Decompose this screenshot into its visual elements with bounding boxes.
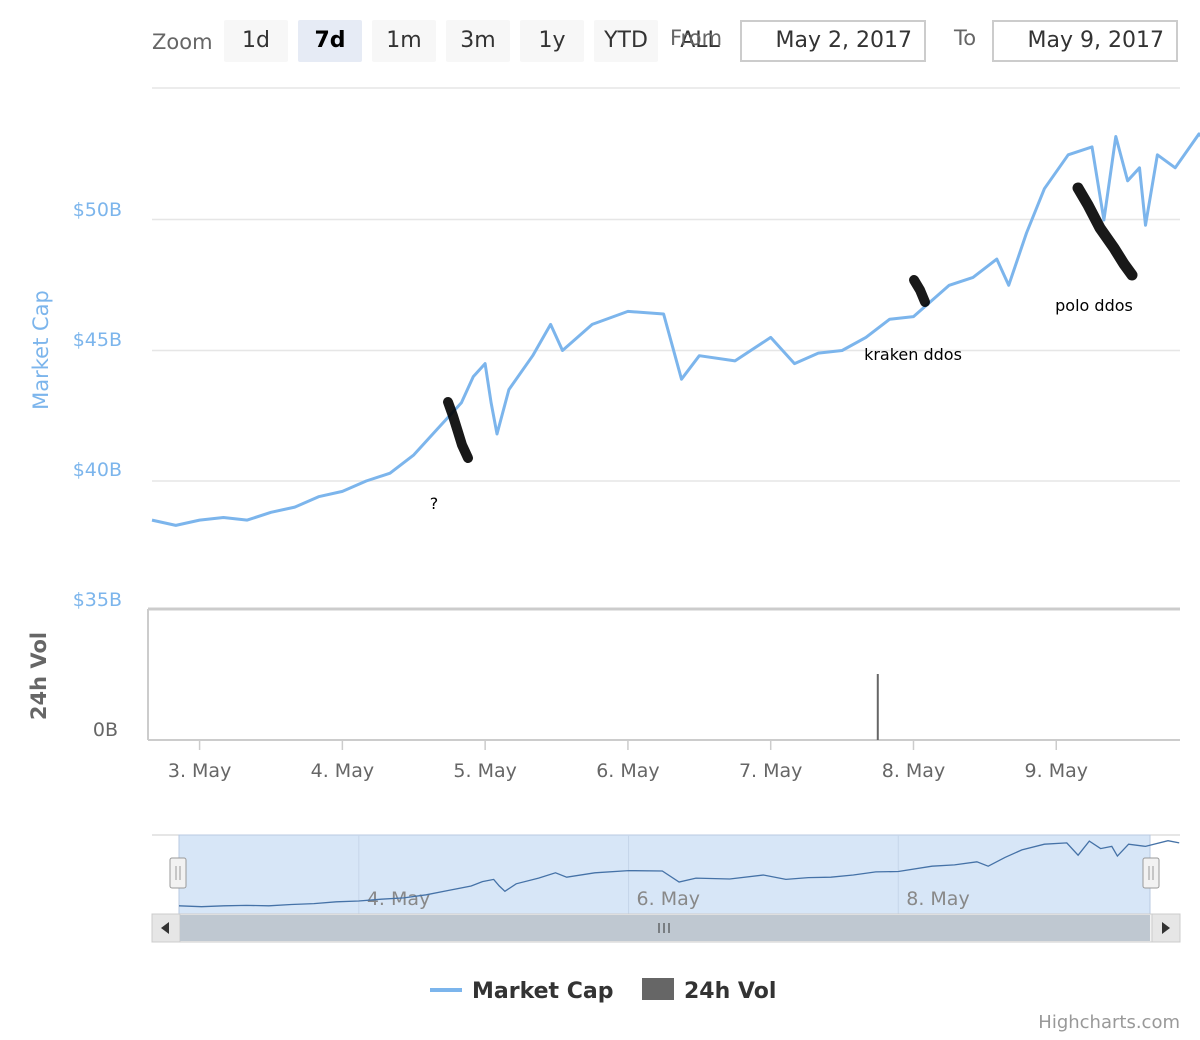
- legend-volume-label[interactable]: 24h Vol: [684, 979, 776, 1004]
- volume-axis-title: 24h Vol: [27, 632, 51, 720]
- annotation-question: ?: [430, 494, 439, 513]
- legend-market-cap-label[interactable]: Market Cap: [472, 979, 613, 1004]
- scrollbar[interactable]: [151, 913, 1181, 943]
- annotations: ? kraken ddos polo ddos: [430, 182, 1138, 513]
- x-axis: 3. May 4. May 5. May 6. May 7. May 8. May 9. M…: [168, 740, 1088, 782]
- y-tick-label: $50B: [73, 199, 122, 221]
- y-tick-label: $40B: [73, 459, 122, 481]
- navigator-tick-label: 4. May: [367, 888, 430, 910]
- x-tick-label: 8. May: [882, 760, 945, 782]
- series-layer: [151, 132, 1200, 740]
- scrollbar-thumb[interactable]: [180, 915, 1150, 941]
- zoom-label: Zoom: [152, 30, 213, 54]
- legend-volume-symbol: [642, 978, 674, 1000]
- x-tick-label: 6. May: [596, 760, 659, 782]
- from-label: From: [670, 26, 723, 50]
- zoom-1d-button[interactable]: 1d: [224, 20, 288, 62]
- arrow-left-icon: [161, 922, 169, 934]
- zoom-ytd-button[interactable]: YTD: [594, 20, 658, 62]
- navigator-tick-label: 8. May: [906, 888, 969, 910]
- x-tick-label: 4. May: [311, 760, 374, 782]
- legend: Market Cap 24h Vol: [430, 978, 776, 1004]
- arrow-right-icon: [1162, 922, 1170, 934]
- annotation-stroke-polo: [1072, 182, 1138, 281]
- to-date-input[interactable]: May 9, 2017: [992, 20, 1178, 62]
- volume-y-axis: 0B 24h Vol: [27, 632, 118, 741]
- navigator-series-line: [178, 840, 1180, 908]
- x-tick-label: 9. May: [1025, 760, 1088, 782]
- annotation-stroke-question: [443, 397, 473, 463]
- navigator-tick-label: 6. May: [637, 888, 700, 910]
- from-date-input[interactable]: May 2, 2017: [740, 20, 926, 62]
- annotation-stroke-kraken: [909, 275, 930, 307]
- volume-y-tick-label: 0B: [93, 719, 118, 741]
- annotation-kraken-ddos: kraken ddos: [864, 345, 962, 364]
- zoom-7d-button[interactable]: 7d: [298, 20, 362, 62]
- market-cap-line: [151, 132, 1200, 527]
- annotation-polo-ddos: polo ddos: [1055, 296, 1133, 315]
- y-tick-label: $35B: [73, 589, 122, 611]
- grid-lines: [147, 87, 1180, 741]
- y-tick-label: $45B: [73, 329, 122, 351]
- zoom-1m-button[interactable]: 1m: [372, 20, 436, 62]
- x-tick-label: 3. May: [168, 760, 231, 782]
- navigator-left-handle[interactable]: [169, 857, 187, 889]
- zoom-all-button[interactable]: ALL: [680, 28, 720, 53]
- navigator[interactable]: 4. May 6. May 8. May: [152, 834, 1180, 915]
- market-cap-axis-title: Market Cap: [29, 290, 53, 410]
- zoom-3m-button[interactable]: 3m: [446, 20, 510, 62]
- navigator-right-handle[interactable]: [1142, 857, 1160, 889]
- x-tick-label: 7. May: [739, 760, 802, 782]
- credits-link[interactable]: Highcharts.com: [1038, 1012, 1180, 1033]
- zoom-1y-button[interactable]: 1y: [520, 20, 584, 62]
- to-label: To: [954, 26, 977, 50]
- x-tick-label: 5. May: [453, 760, 516, 782]
- market-cap-y-axis: $50B $45B $40B $35B Market Cap: [29, 199, 122, 611]
